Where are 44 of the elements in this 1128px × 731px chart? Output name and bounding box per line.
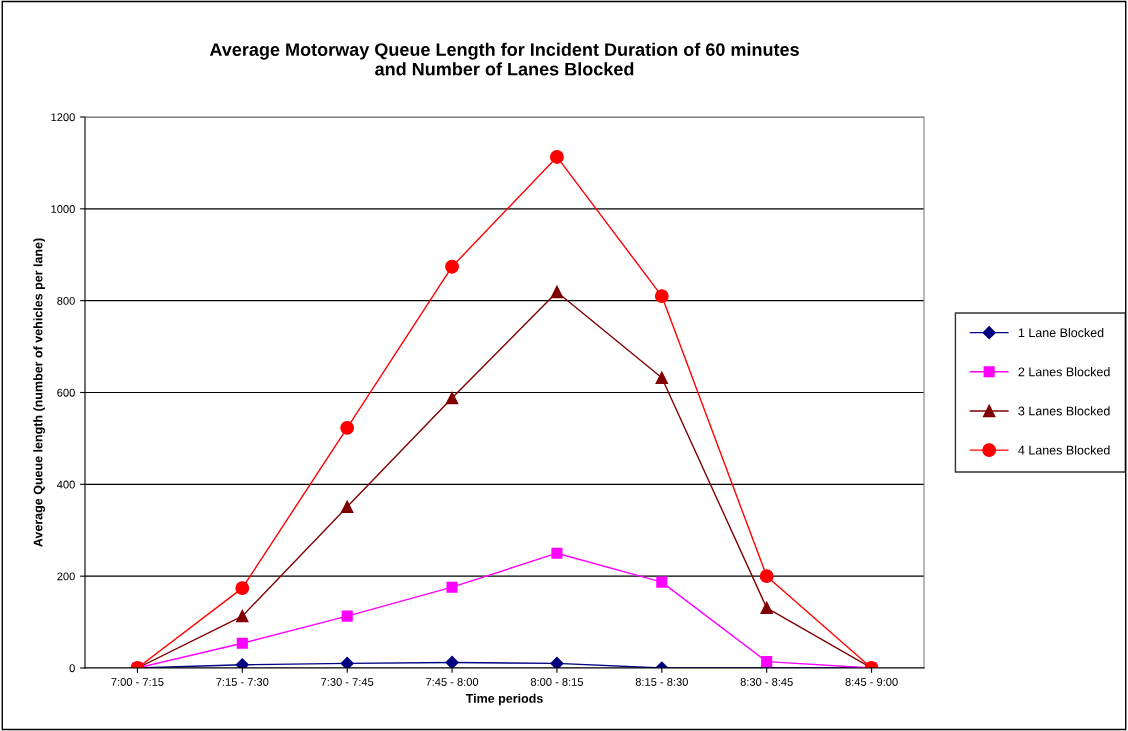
x-tick-label: 8:45 - 9:00 (845, 678, 898, 686)
point (549, 150, 564, 164)
x-tick-label: 7:15 - 7:30 (216, 678, 269, 686)
point (446, 581, 458, 593)
point (340, 656, 354, 668)
point (655, 371, 669, 385)
point (445, 391, 459, 405)
point (341, 610, 353, 622)
y-tick-label: 1000 (51, 205, 75, 213)
point (445, 259, 460, 274)
x-tick-label: 7:45 - 8:00 (426, 678, 479, 686)
y-tick-label: 800 (57, 296, 75, 305)
x-tick-label: 8:00 - 8:15 (530, 678, 584, 686)
point (760, 601, 773, 615)
point (761, 656, 773, 668)
x-tick-label: 7:30 - 7:45 (321, 678, 374, 686)
x-axis-title: Time periods (465, 693, 543, 706)
point (235, 581, 250, 596)
point (445, 655, 459, 668)
chart-title: Average Motorway Queue Length for Incident Duration of 60 minutes and Number of Lanes Blocked (209, 42, 799, 76)
y-axis-title: Average Queue length (number of vehicles per lane) (33, 238, 46, 547)
point (759, 569, 774, 584)
y-tick-label: 0 (69, 664, 75, 673)
point (235, 658, 249, 668)
x-tick-label: 8:30 - 8:45 (740, 678, 793, 686)
point (340, 500, 354, 514)
legend-label: 4 Lanes Blocked (1018, 445, 1110, 455)
point (656, 576, 668, 588)
y-tick-label: 1200 (51, 113, 75, 122)
y-tick-label: 600 (57, 388, 75, 397)
point (551, 547, 563, 559)
y-tick-label: 400 (57, 480, 75, 489)
legend-label: 1 Lane Blocked (1018, 327, 1104, 338)
point (236, 609, 249, 623)
point (654, 289, 669, 304)
x-tick-label: 8:15 - 8:30 (635, 678, 688, 686)
point (236, 637, 248, 649)
y-tick-label: 200 (57, 572, 75, 581)
point (550, 285, 564, 299)
x-tick-label: 7:00 - 7:15 (111, 678, 164, 686)
legend-label: 3 Lanes Blocked (1018, 406, 1110, 416)
point (340, 420, 355, 435)
legend-label: 2 Lanes Blocked (1018, 367, 1110, 377)
point (550, 656, 564, 668)
